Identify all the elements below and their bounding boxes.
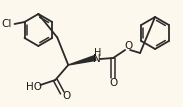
Text: N: N <box>93 54 101 64</box>
Text: H: H <box>94 48 101 58</box>
Polygon shape <box>68 56 96 65</box>
Text: O: O <box>109 78 117 88</box>
Text: Cl: Cl <box>1 19 12 29</box>
Text: HO: HO <box>26 82 42 92</box>
Text: O: O <box>124 41 132 51</box>
Text: O: O <box>62 91 70 101</box>
